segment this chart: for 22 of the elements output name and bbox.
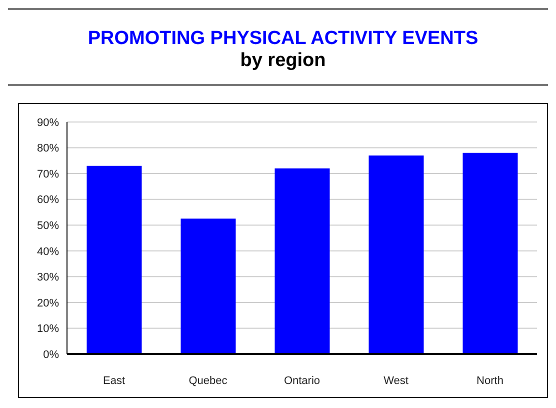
x-tick-label: East [102,374,126,387]
bar [86,166,142,354]
chart-subtitle: by region [239,50,327,72]
bar [462,152,518,354]
y-tick-label: 20% [36,297,60,310]
y-tick-label: 60% [36,194,60,206]
bar [274,168,330,354]
chart-title: PROMOTING PHYSICAL ACTIVITY EVENTS [86,28,480,50]
bar [368,156,424,354]
x-tick-label: West [384,374,408,387]
y-tick-label: 50% [36,220,60,232]
y-tick-label: 90% [36,116,60,129]
x-tick-label: Ontario [284,374,320,387]
y-tick-label: 30% [36,272,60,284]
y-tick-label: 10% [36,323,60,336]
y-tick-label: 70% [36,168,60,180]
bar [180,218,236,354]
y-tick-label: 80% [36,142,60,155]
y-tick-label: 0% [43,348,60,361]
x-tick-label: Quebec [188,374,228,387]
x-tick-label: North [476,374,504,387]
y-tick-label: 40% [36,246,60,258]
